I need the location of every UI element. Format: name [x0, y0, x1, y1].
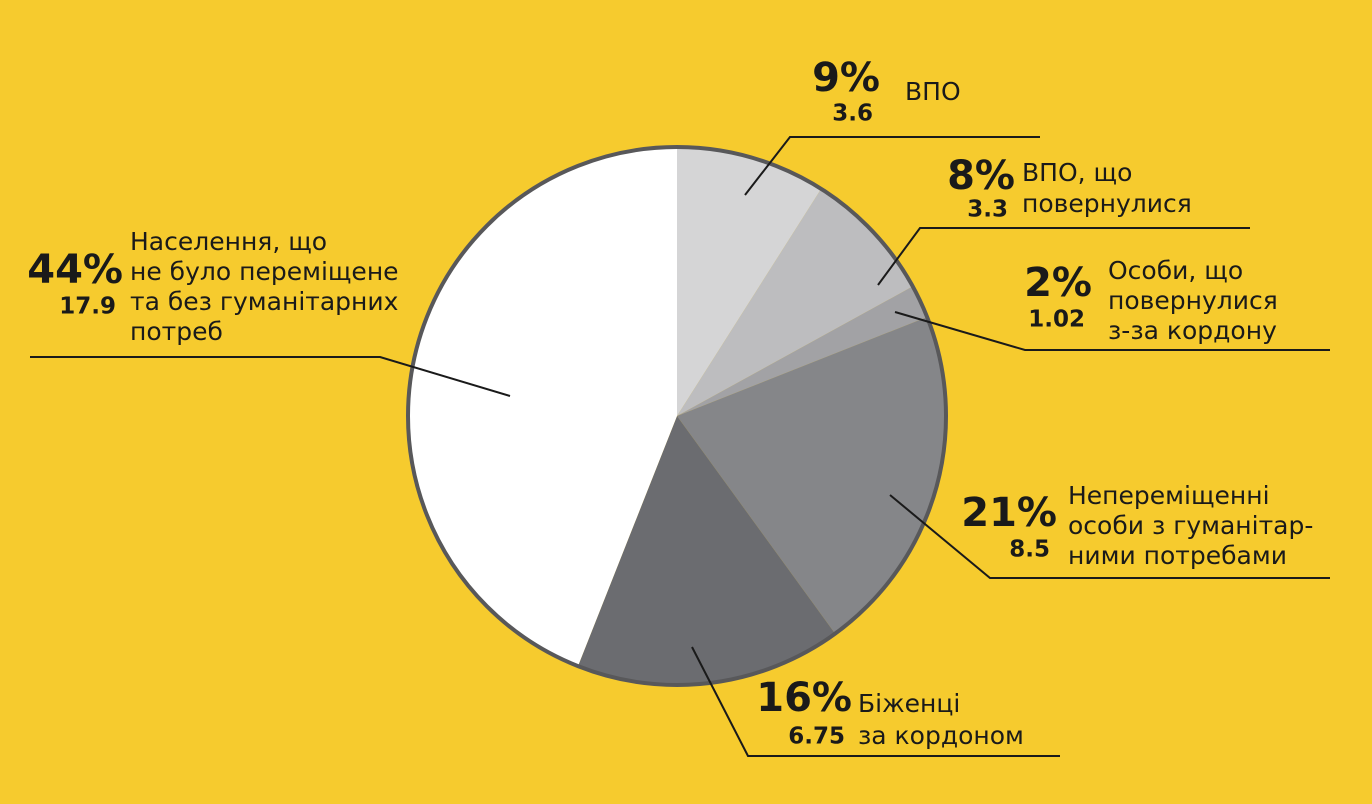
category-label: Непереміщенні	[1068, 481, 1270, 510]
pie-slice	[677, 147, 822, 416]
category-label: ними потребами	[1068, 541, 1287, 570]
leader-line	[744, 136, 1040, 196]
category-label: потреб	[130, 317, 223, 346]
category-label: особи з гуманітар-	[1068, 511, 1313, 540]
amount-label: 1.02	[1028, 307, 1085, 333]
pie-slice	[577, 416, 836, 685]
leader-line	[30, 356, 511, 397]
percent-label: 2%	[1024, 260, 1092, 306]
pie-slice	[677, 188, 913, 416]
amount-label: 17.9	[59, 294, 116, 320]
category-label: повернулися	[1022, 189, 1192, 218]
category-label: Населення, що	[130, 227, 327, 256]
category-label: Біженці	[858, 689, 960, 718]
amount-label: 3.3	[967, 197, 1008, 223]
category-label: та без гуманітарних	[130, 287, 398, 316]
amount-label: 6.75	[788, 724, 845, 750]
category-label: повернулися	[1108, 286, 1278, 315]
leader-line	[691, 646, 1060, 757]
percent-label: 8%	[947, 153, 1015, 199]
category-label: Особи, що	[1108, 256, 1243, 285]
percent-label: 21%	[961, 490, 1057, 536]
amount-label: 3.6	[832, 101, 873, 127]
percent-label: 44%	[27, 247, 123, 293]
category-label: за кордоном	[858, 721, 1024, 750]
category-label: ВПО, що	[1022, 158, 1132, 187]
pie-slice	[677, 286, 928, 416]
category-label: не було переміщене	[130, 257, 399, 286]
pie-slice	[677, 316, 946, 634]
percent-label: 9%	[812, 55, 880, 101]
leader-line	[889, 494, 1330, 579]
amount-label: 8.5	[1009, 537, 1050, 563]
pie-outline	[406, 145, 948, 687]
pie-slice	[407, 147, 677, 667]
leader-line	[877, 227, 1250, 286]
percent-label: 16%	[756, 675, 852, 721]
category-label: з-за кордону	[1108, 316, 1277, 345]
leader-line	[894, 311, 1330, 351]
category-label: ВПО	[905, 77, 961, 106]
